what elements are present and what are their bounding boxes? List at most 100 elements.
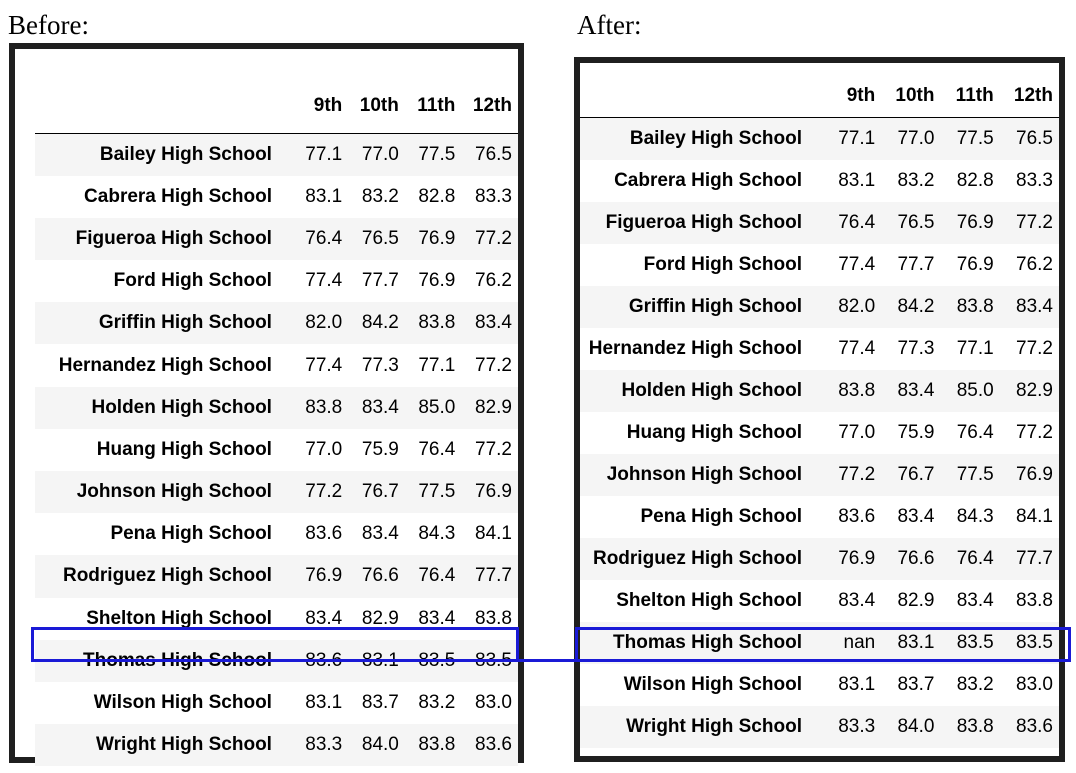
table-cell: 84.1 — [475, 523, 512, 545]
table-cell: 77.4 — [305, 354, 343, 376]
column-header-12th: 12th — [993, 75, 1059, 118]
table-cell: 83.6 — [305, 523, 343, 545]
table-cell: 83.4 — [305, 607, 343, 629]
row-label: Rodriguez High School — [592, 547, 802, 569]
table-row: Ford High School 77.4 77.7 76.9 76.2 — [580, 243, 1059, 286]
table-row: Wilson High School 83.1 83.7 83.2 83.0 — [35, 681, 518, 725]
table-row: Figueroa High School 76.4 76.5 76.9 77.2 — [35, 217, 518, 261]
table-row: Wright High School 83.3 84.0 83.8 83.6 — [35, 724, 518, 767]
table-cell: 83.8 — [305, 396, 343, 418]
table-cell: 77.3 — [361, 354, 399, 376]
table-cell: 83.2 — [956, 673, 994, 695]
row-label: Ford High School — [643, 253, 802, 275]
table-cell: 77.7 — [897, 253, 935, 275]
row-label: Griffin High School — [628, 295, 802, 317]
row-label: Holden High School — [621, 379, 802, 401]
highlight-box-before — [31, 627, 519, 662]
table-cell: 83.4 — [838, 589, 876, 611]
table-cell: 83.7 — [897, 673, 935, 695]
table-cell: 83.8 — [838, 379, 876, 401]
row-label: Rodriguez High School — [62, 565, 272, 587]
table-cell: 75.9 — [361, 438, 399, 460]
table-row: Wright High School 83.3 84.0 83.8 83.6 — [580, 705, 1059, 748]
row-label: Pena High School — [640, 505, 802, 527]
highlight-box-after — [575, 627, 1071, 662]
after-table-panel: 9th 10th 11th 12th Bailey High School 77.… — [574, 57, 1065, 762]
after-table: 9th 10th 11th 12th Bailey High School 77.… — [580, 75, 1059, 748]
table-cell: 84.0 — [897, 715, 935, 737]
table-cell: 76.2 — [1016, 253, 1053, 275]
table-row: Hernandez High School 77.4 77.3 77.1 77.2 — [35, 344, 518, 387]
table-cell: 84.0 — [361, 734, 399, 756]
column-header-10th: 10th — [875, 75, 935, 118]
table-cell: 76.4 — [956, 547, 994, 569]
after-caption: After: — [577, 10, 642, 40]
table-cell: 83.3 — [305, 734, 343, 756]
highlight-connector — [519, 659, 577, 662]
table-cell: 77.2 — [1016, 421, 1053, 443]
row-label: Wilson High School — [623, 673, 802, 695]
column-header-9th: 9th — [815, 75, 876, 118]
table-cell: 77.1 — [956, 337, 994, 359]
table-cell: 82.0 — [838, 295, 876, 317]
table-cell: 77.2 — [1016, 211, 1053, 233]
row-label: Huang High School — [626, 421, 802, 443]
row-label: Huang High School — [96, 438, 272, 460]
table-row: Ford High School 77.4 77.7 76.9 76.2 — [35, 260, 518, 303]
table-cell: 76.4 — [418, 438, 456, 460]
row-label: Figueroa High School — [75, 227, 272, 249]
row-label: Griffin High School — [98, 312, 272, 334]
table-row: Holden High School 83.8 83.4 85.0 82.9 — [580, 369, 1059, 412]
table-cell: 77.2 — [475, 354, 512, 376]
table-cell: 83.6 — [838, 505, 876, 527]
table-cell: 82.9 — [361, 607, 399, 629]
row-label: Shelton High School — [86, 607, 272, 629]
table-cell: 77.5 — [956, 127, 994, 149]
before-caption: Before: — [8, 10, 89, 40]
table-cell: 83.8 — [418, 312, 456, 334]
table-cell: 83.1 — [838, 673, 876, 695]
table-cell: 82.8 — [956, 169, 994, 191]
table-row: Holden High School 83.8 83.4 85.0 82.9 — [35, 386, 518, 429]
table-cell: 76.9 — [838, 547, 876, 569]
row-label: Shelton High School — [616, 589, 802, 611]
table-row: Shelton High School 83.4 82.9 83.4 83.8 — [580, 579, 1059, 622]
column-header-11th: 11th — [398, 79, 456, 134]
table-cell: 83.5 — [1016, 631, 1053, 653]
table-cell: 76.9 — [1016, 463, 1053, 485]
table-cell: 83.3 — [838, 715, 876, 737]
row-label: Wright High School — [96, 734, 272, 756]
table-cell: 83.4 — [897, 505, 935, 527]
table-row: Pena High School 83.6 83.4 84.3 84.1 — [580, 495, 1059, 538]
table-cell: 83.1 — [897, 631, 935, 653]
table-row: Griffin High School 82.0 84.2 83.8 83.4 — [580, 285, 1059, 328]
table-cell: 83.4 — [418, 607, 456, 629]
table-row: Huang High School 77.0 75.9 76.4 77.2 — [580, 411, 1059, 454]
table-cell: 77.2 — [305, 481, 343, 503]
column-header-11th: 11th — [934, 75, 994, 118]
table-row: Johnson High School 77.2 76.7 77.5 76.9 — [580, 453, 1059, 496]
table-cell: 85.0 — [418, 396, 456, 418]
table-cell: 83.4 — [361, 523, 399, 545]
table-cell: 83.4 — [361, 396, 399, 418]
row-label: Wilson High School — [93, 692, 272, 714]
table-cell: 76.9 — [418, 227, 456, 249]
table-cell: 77.7 — [475, 565, 512, 587]
table-cell: 77.0 — [897, 127, 935, 149]
table-cell: 76.5 — [361, 227, 399, 249]
table-cell: 77.2 — [475, 227, 512, 249]
table-row: Cabrera High School 83.1 83.2 82.8 83.3 — [580, 159, 1059, 202]
table-cell: 77.2 — [838, 463, 876, 485]
table-cell: 83.2 — [418, 692, 456, 714]
table-cell: 77.4 — [305, 270, 343, 292]
table-cell: 77.7 — [1016, 547, 1053, 569]
row-label: Johnson High School — [76, 481, 272, 503]
table-row: Hernandez High School 77.4 77.3 77.1 77.2 — [580, 327, 1059, 370]
table-cell: 83.8 — [475, 607, 512, 629]
table-cell: 83.8 — [418, 734, 456, 756]
table-cell: 77.4 — [838, 253, 876, 275]
table-cell: 83.4 — [956, 589, 994, 611]
table-cell: 83.1 — [305, 185, 343, 207]
table-cell: 83.8 — [1016, 589, 1053, 611]
table-row: Bailey High School 77.1 77.0 77.5 76.5 — [35, 133, 518, 176]
